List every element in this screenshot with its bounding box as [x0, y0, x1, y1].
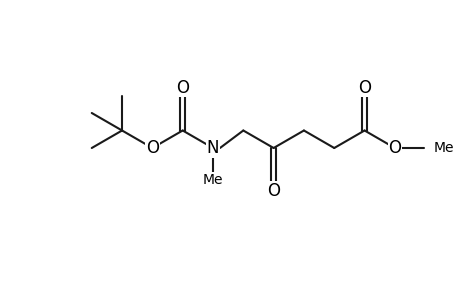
Text: O: O	[357, 79, 370, 97]
Text: O: O	[387, 139, 401, 157]
Text: Me: Me	[433, 141, 453, 155]
Text: O: O	[176, 79, 189, 97]
Text: O: O	[267, 182, 280, 200]
Text: O: O	[146, 139, 158, 157]
Text: Me: Me	[202, 173, 223, 187]
Text: N: N	[206, 139, 219, 157]
